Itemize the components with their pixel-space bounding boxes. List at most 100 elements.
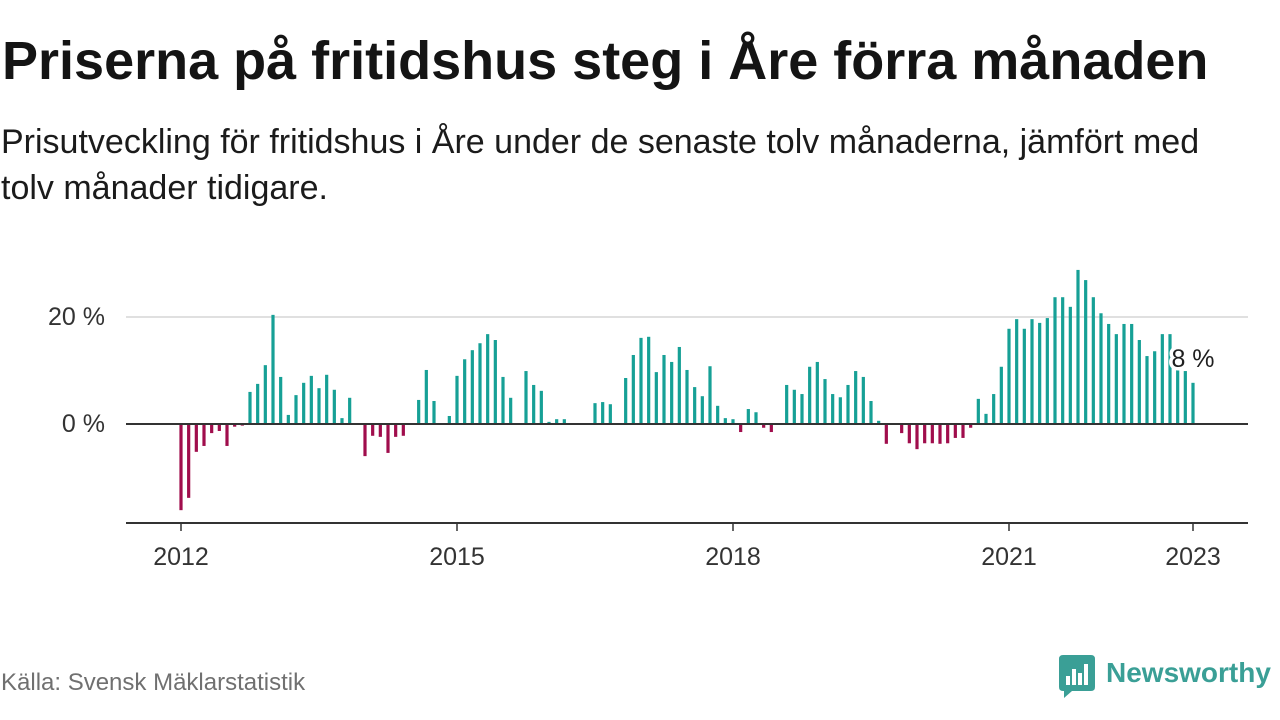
bar-positive — [463, 359, 467, 425]
bar-positive — [325, 374, 329, 425]
bar-negative — [923, 424, 927, 444]
bar-positive — [815, 361, 819, 425]
y-axis-labels: 0 % 20 % — [48, 303, 105, 438]
bar-positive — [992, 394, 996, 425]
value-label: 8 % — [1171, 345, 1214, 373]
bar-positive — [1137, 340, 1141, 425]
bar-positive — [808, 366, 812, 425]
bar-positive — [693, 387, 697, 425]
bar-negative — [930, 424, 934, 444]
bar-positive — [1099, 313, 1103, 425]
bar-positive — [984, 413, 988, 425]
bar-positive — [639, 337, 643, 425]
bar-positive — [685, 369, 689, 425]
bar-positive — [785, 384, 789, 425]
logo-bar — [1072, 669, 1076, 685]
bar-positive — [501, 376, 505, 425]
bar-negative — [739, 424, 743, 433]
bar-positive — [317, 388, 321, 425]
bar-positive — [1153, 351, 1157, 425]
bar-positive — [1122, 323, 1126, 425]
bar-positive — [601, 402, 605, 425]
bar-positive — [1176, 359, 1180, 425]
bar-positive — [1053, 297, 1057, 425]
bar-positive — [631, 354, 635, 425]
bar-positive — [1107, 323, 1111, 425]
bar-positive — [432, 401, 436, 425]
bar-positive — [654, 372, 658, 425]
bar-positive — [731, 419, 735, 425]
bar-positive — [532, 384, 536, 425]
chart-subtitle: Prisutveckling för fritidshus i Åre unde… — [1, 123, 1200, 207]
bar-positive — [854, 371, 858, 425]
bar-positive — [302, 382, 306, 425]
bar-positive — [417, 399, 421, 425]
logo-bubble — [1059, 655, 1095, 698]
bar-positive — [999, 366, 1003, 425]
bar-negative — [907, 424, 911, 444]
bar-positive — [869, 401, 873, 425]
bar-negative — [187, 424, 191, 498]
source-note: Källa: Svensk Mäklarstatistik — [1, 669, 306, 696]
axis-lines — [126, 423, 1248, 531]
logo-bar — [1084, 664, 1088, 685]
bar-positive — [723, 418, 727, 425]
x-tick-label: 2015 — [429, 543, 485, 571]
annotations: 8 % — [1168, 341, 1218, 376]
bar-negative — [194, 424, 198, 452]
bar-positive — [647, 336, 651, 425]
bar-positive — [670, 361, 674, 425]
chart: 0 % 20 % 2012 2015 2018 2021 2023 8 % — [48, 269, 1248, 571]
bar-positive — [1076, 269, 1080, 425]
bar-positive — [861, 376, 865, 425]
bar-positive — [470, 350, 474, 425]
bar-positive — [493, 340, 497, 425]
bar-positive — [792, 389, 796, 425]
bar-negative — [946, 424, 950, 444]
bar-positive — [263, 365, 267, 425]
bar-positive — [1022, 328, 1026, 425]
bar-negative — [953, 424, 957, 438]
bar-positive — [562, 419, 566, 425]
bar-positive — [1168, 334, 1172, 425]
bar-positive — [271, 314, 275, 425]
logo-bar — [1078, 673, 1082, 685]
y-tick-label: 20 % — [48, 303, 105, 331]
bar-positive — [593, 403, 597, 425]
newsworthy-logo-icon — [1059, 655, 1095, 698]
bar-positive — [309, 375, 313, 425]
y-tick-label: 0 % — [62, 410, 105, 438]
bar-positive — [1145, 356, 1149, 425]
bar-positive — [1130, 323, 1134, 425]
bar-negative — [961, 424, 965, 438]
bar-positive — [1068, 306, 1072, 425]
x-tick-label: 2018 — [705, 543, 761, 571]
bar-positive — [1191, 382, 1195, 425]
bar-negative — [217, 424, 221, 431]
bar-positive — [539, 390, 543, 425]
bar-negative — [401, 424, 405, 436]
bar-negative — [378, 424, 382, 437]
bar-positive — [746, 409, 750, 425]
bar-positive — [662, 354, 666, 425]
bar-positive — [1114, 334, 1118, 425]
bar-negative — [179, 424, 183, 511]
brand-name: Newsworthy — [1106, 657, 1271, 688]
bar-positive — [1030, 319, 1034, 425]
bar-positive — [831, 394, 835, 425]
bar-positive — [340, 418, 344, 425]
bar-positive — [1045, 318, 1049, 425]
bar-positive — [716, 405, 720, 425]
bar-negative — [900, 424, 904, 434]
bar-positive — [700, 396, 704, 425]
bar-positive — [286, 414, 290, 425]
bar-negative — [371, 424, 375, 436]
bar-negative — [938, 424, 942, 444]
bar-negative — [386, 424, 390, 453]
bar-positive — [547, 421, 551, 425]
bar-positive — [1007, 328, 1011, 425]
bar-positive — [800, 394, 804, 425]
bar-positive — [279, 376, 283, 425]
bar-negative — [969, 424, 973, 428]
chart-title: Priserna på fritidshus steg i Åre förra … — [2, 31, 1209, 91]
